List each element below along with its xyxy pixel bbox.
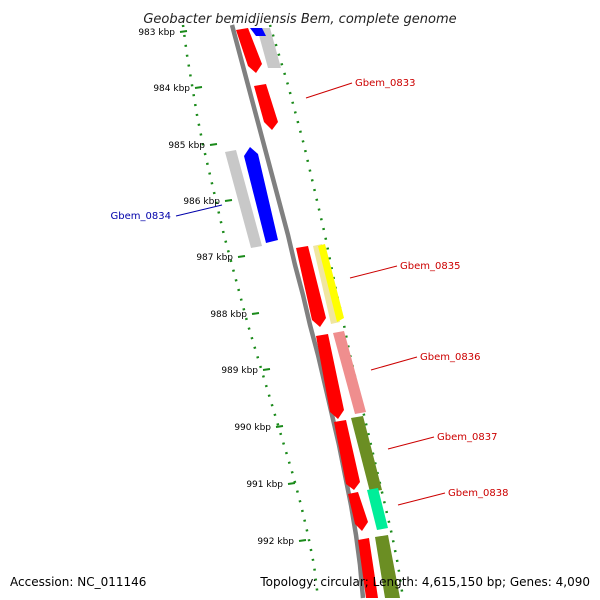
context-bar [225, 150, 262, 248]
tick-mark [298, 539, 307, 542]
tick-label: 983 kbp [138, 28, 175, 38]
tick-label: 984 kbp [153, 84, 190, 94]
gene-arrow-gbem-0836[interactable] [316, 334, 344, 419]
map-title: Geobacter bemidjiensis Bem, complete gen… [143, 12, 456, 27]
tick-label: 988 kbp [210, 310, 247, 320]
gene-leader-line [349, 265, 398, 279]
gene-arrow-gbem-0837[interactable] [334, 420, 360, 490]
tick-mark [262, 368, 271, 371]
gene-label-gbem-0838[interactable]: Gbem_0838 [448, 488, 508, 499]
tick-label: 992 kbp [257, 537, 294, 547]
tick-mark [194, 86, 203, 89]
gene-label-gbem-0836[interactable]: Gbem_0836 [420, 352, 480, 363]
outer-dotted-track [181, 24, 320, 599]
gene-leader-line [175, 204, 223, 217]
gene-arrow-gbem-0834[interactable] [244, 147, 278, 243]
context-bar [257, 28, 281, 68]
gene-block-gbem-0838[interactable] [367, 488, 388, 530]
tick-mark [275, 425, 284, 428]
gene-arrow-gbem-0838[interactable] [348, 492, 368, 531]
gene-labels: Gbem_0833 Gbem_0834 Gbem_0835 Gbem_0836 Gbem… [111, 78, 508, 506]
gene-leader-line [370, 356, 418, 371]
gene-label-gbem-0834[interactable]: Gbem_0834 [111, 211, 171, 222]
gene-leader-line [387, 436, 435, 450]
tick-label: 991 kbp [246, 480, 283, 490]
context-bar [333, 331, 366, 414]
gene-arrow-gbem-0835-b[interactable] [318, 244, 344, 322]
gene-arrow-gbem-0835[interactable] [296, 246, 326, 327]
tick-label: 986 kbp [183, 197, 220, 207]
gene-arrow[interactable] [236, 28, 262, 73]
accession-text: Accession: NC_011146 [10, 575, 146, 589]
tick-label: 990 kbp [234, 423, 271, 433]
gene-label-gbem-0835[interactable]: Gbem_0835 [400, 261, 460, 272]
tick-mark [224, 199, 233, 202]
tick-mark [179, 30, 188, 33]
genome-backbone [229, 24, 366, 599]
gene-arrow[interactable] [250, 28, 266, 36]
tick-label: 987 kbp [196, 253, 233, 263]
genome-summary-text: Topology: circular; Length: 4,615,150 bp… [259, 575, 590, 589]
tick-mark [251, 312, 260, 315]
tick-mark [237, 255, 246, 258]
gene-leader-line [397, 492, 446, 506]
gene-leader-line [305, 82, 353, 99]
gene-label-gbem-0833[interactable]: Gbem_0833 [355, 78, 415, 89]
tick-labels: 983 kbp 984 kbp 985 kbp 986 kbp 987 kbp 988 k… [138, 28, 307, 547]
tick-tracks [181, 24, 405, 599]
tick-label: 985 kbp [168, 141, 205, 151]
gene-features [236, 28, 400, 598]
tick-mark [209, 143, 218, 146]
tick-mark [287, 482, 296, 485]
tick-label: 989 kbp [221, 366, 258, 376]
gene-arrow[interactable] [358, 538, 378, 598]
gene-arrow-gbem-0833[interactable] [254, 84, 278, 130]
gene-block[interactable] [375, 535, 400, 598]
gene-block-gbem-0837[interactable] [351, 416, 382, 492]
gene-label-gbem-0837[interactable]: Gbem_0837 [437, 432, 497, 443]
